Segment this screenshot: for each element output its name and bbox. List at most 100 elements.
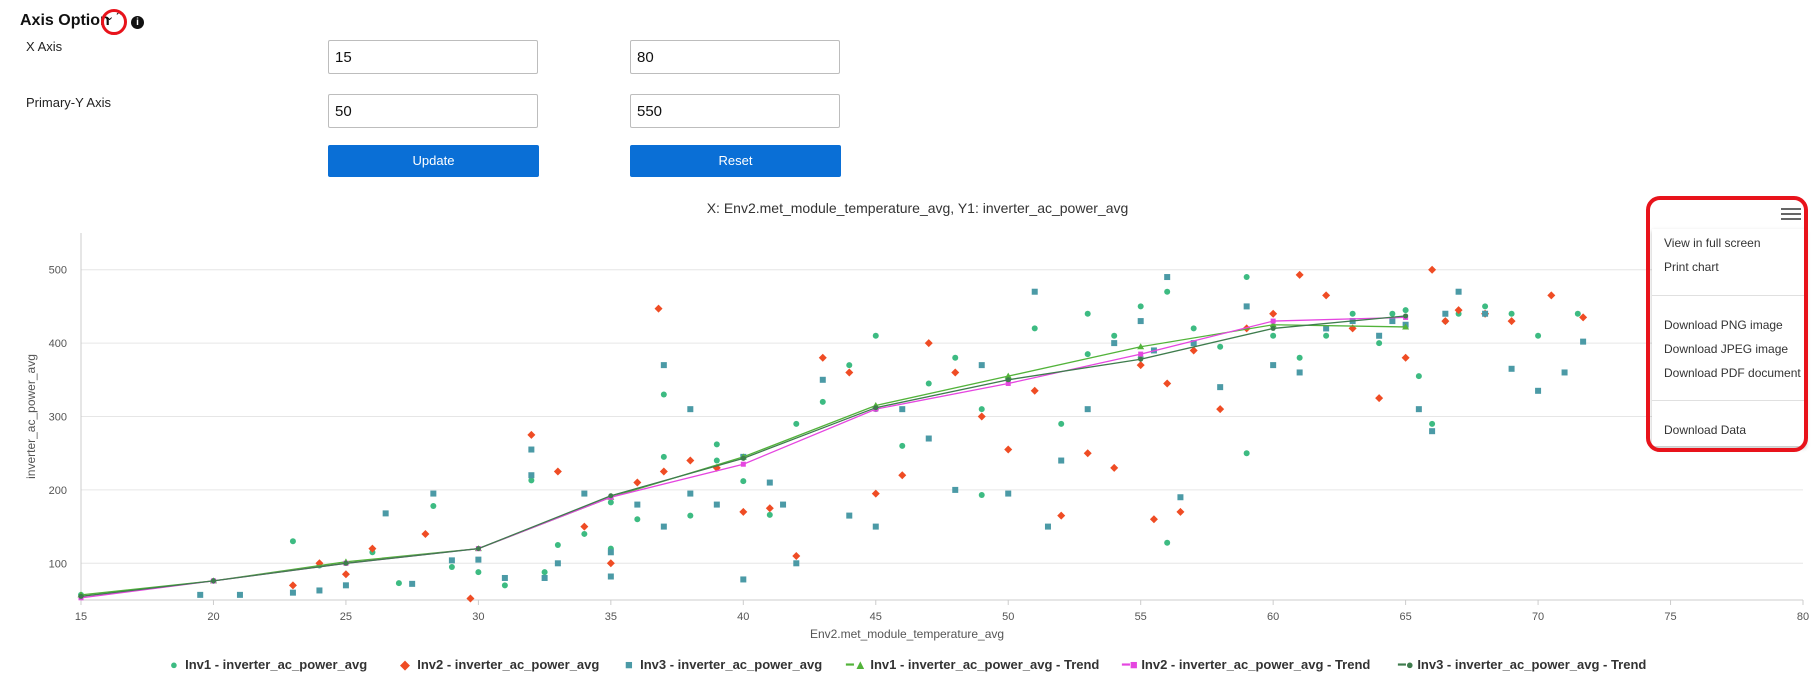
info-icon[interactable]: i [131,16,144,29]
data-point [430,490,437,497]
x-tick-label: 65 [1399,611,1411,623]
trend-point [1270,318,1276,324]
data-point [1057,511,1066,520]
data-point [342,582,349,589]
collapse-toggle-icon[interactable]: ⌄⌃ [105,11,124,23]
data-point [1580,338,1587,345]
menu-item-full-screen[interactable]: View in full screen [1664,236,1761,250]
data-point [368,544,377,553]
legend-label: Inv3 - inverter_ac_power_avg [640,657,823,672]
data-point [554,541,561,548]
data-point [1136,361,1145,370]
trend-point [1403,313,1409,319]
data-point [1270,362,1277,369]
data-point [607,549,614,556]
menu-item-download-pdf[interactable]: Download PDF document [1664,366,1801,380]
data-point [541,574,548,581]
data-point [1031,325,1038,332]
legend-item[interactable]: ━▲ Inv1 - inverter_ac_power_avg - Trend [846,657,1099,673]
data-point [818,353,827,362]
legend-label: Inv1 - inverter_ac_power_avg - Trend [870,657,1100,672]
legend-item[interactable]: ● Inv1 - inverter_ac_power_avg [170,657,367,672]
y-tick-label: 500 [49,265,67,277]
x-tick-label: 70 [1532,611,1544,623]
data-point [1243,303,1250,310]
data-point [554,560,561,567]
data-point [1454,306,1463,315]
data-point [288,581,297,590]
menu-item-download-jpeg[interactable]: Download JPEG image [1664,342,1789,356]
data-point [1322,291,1331,300]
data-point [713,457,720,464]
data-point [1137,318,1144,325]
data-point [634,516,641,523]
x-tick-label: 75 [1664,611,1676,623]
data-point [1164,274,1171,281]
data-point [1190,340,1197,347]
hamburger-menu-icon[interactable] [1779,205,1803,225]
trend-point [1004,372,1012,379]
y-axis-max-input[interactable] [630,94,840,128]
data-point [765,504,774,513]
data-point [1083,449,1092,458]
data-point [1429,420,1436,427]
data-point [687,512,694,519]
data-point [382,510,389,517]
trend-point [1005,380,1011,386]
data-point [924,339,933,348]
data-point [952,354,959,361]
data-point [528,472,535,479]
data-point [581,490,588,497]
legend-marker-circle-icon: ● [170,657,178,672]
legend-marker-diamond-icon: ◆ [400,657,410,672]
menu-item-print-chart[interactable]: Print chart [1664,260,1719,274]
legend-line-icon: ━■ [1122,657,1138,672]
data-point [1216,405,1225,414]
y-axis-min-input[interactable] [328,94,538,128]
data-point [1243,274,1250,281]
data-point [1005,490,1012,497]
data-point [1164,288,1171,295]
trend-point [475,546,481,552]
data-point [1217,343,1224,350]
menu-item-download-data[interactable]: Download Data [1664,423,1747,437]
legend-item[interactable]: ━■ Inv2 - inverter_ac_power_avg - Trend [1122,657,1370,673]
trend-point [1137,343,1145,350]
reset-button[interactable]: Reset [630,145,841,177]
data-point [978,406,985,413]
export-menu: View in full screen Print chart Download… [1652,229,1806,446]
data-point [1058,420,1065,427]
legend-item[interactable]: ◆ Inv2 - inverter_ac_power_avg [400,657,599,673]
data-point [686,456,695,465]
data-point [1084,406,1091,413]
legend-item[interactable]: ■ Inv3 - inverter_ac_power_avg [625,657,822,672]
data-point [581,530,588,537]
data-point [925,435,932,442]
data-point [1323,325,1330,332]
data-point [430,503,437,510]
data-point [1429,428,1436,435]
data-point [1402,307,1409,314]
data-point [1163,379,1172,388]
data-point [660,391,667,398]
data-point [527,430,536,439]
update-button[interactable]: Update [328,145,539,177]
data-point [951,368,960,377]
data-point [236,591,243,598]
trend-point [210,578,216,584]
data-point [1415,406,1422,413]
x-axis-min-input[interactable] [328,40,538,74]
menu-item-download-png[interactable]: Download PNG image [1664,318,1783,332]
legend-item[interactable]: ━● Inv3 - inverter_ac_power_avg - Trend [1398,657,1646,673]
data-point [1031,288,1038,295]
data-point [780,501,787,508]
x-axis-max-input[interactable] [630,40,840,74]
data-point [528,477,535,484]
data-point [1535,387,1542,394]
data-point [766,511,773,518]
data-point [1348,324,1357,333]
data-point [1547,291,1556,300]
data-point [1455,288,1462,295]
data-point [952,486,959,493]
data-point [1442,310,1449,317]
